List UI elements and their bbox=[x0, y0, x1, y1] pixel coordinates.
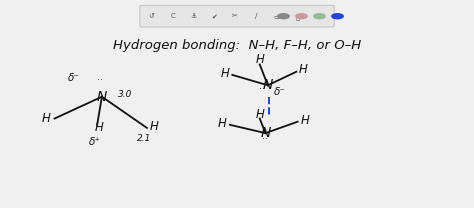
Text: ··: ·· bbox=[97, 77, 102, 86]
Text: N: N bbox=[260, 126, 271, 140]
Text: H: H bbox=[255, 53, 264, 66]
Text: ↺: ↺ bbox=[149, 13, 155, 19]
Text: ··: ·· bbox=[262, 135, 267, 144]
FancyBboxPatch shape bbox=[140, 5, 334, 27]
Text: H: H bbox=[299, 63, 308, 76]
Circle shape bbox=[296, 14, 307, 19]
Text: H: H bbox=[220, 67, 229, 80]
Circle shape bbox=[332, 14, 343, 19]
Text: ⎙: ⎙ bbox=[296, 13, 300, 20]
Text: C: C bbox=[170, 13, 175, 19]
Text: H: H bbox=[42, 112, 50, 125]
Text: 2.1: 2.1 bbox=[137, 134, 152, 143]
Text: ✂: ✂ bbox=[232, 13, 238, 19]
Text: Hydrogen bonding:  N–H, F–H, or O–H: Hydrogen bonding: N–H, F–H, or O–H bbox=[113, 39, 361, 52]
Circle shape bbox=[314, 14, 325, 19]
Text: 3.0: 3.0 bbox=[118, 89, 132, 99]
Text: δ⁺: δ⁺ bbox=[89, 137, 101, 147]
Text: ✔: ✔ bbox=[211, 13, 217, 19]
Text: N: N bbox=[97, 90, 107, 104]
Circle shape bbox=[278, 14, 289, 19]
Text: ⚓: ⚓ bbox=[190, 13, 197, 19]
Text: ··: ·· bbox=[259, 85, 265, 94]
Text: δ⁻: δ⁻ bbox=[67, 73, 80, 83]
Text: H: H bbox=[95, 121, 104, 134]
Text: δ⁻: δ⁻ bbox=[273, 87, 286, 97]
Text: N: N bbox=[263, 78, 273, 92]
Text: H: H bbox=[255, 108, 264, 121]
Text: H: H bbox=[150, 120, 158, 133]
Text: ▭: ▭ bbox=[273, 13, 280, 19]
Text: H: H bbox=[218, 117, 227, 130]
Text: H: H bbox=[301, 114, 309, 126]
Text: /: / bbox=[255, 13, 257, 19]
